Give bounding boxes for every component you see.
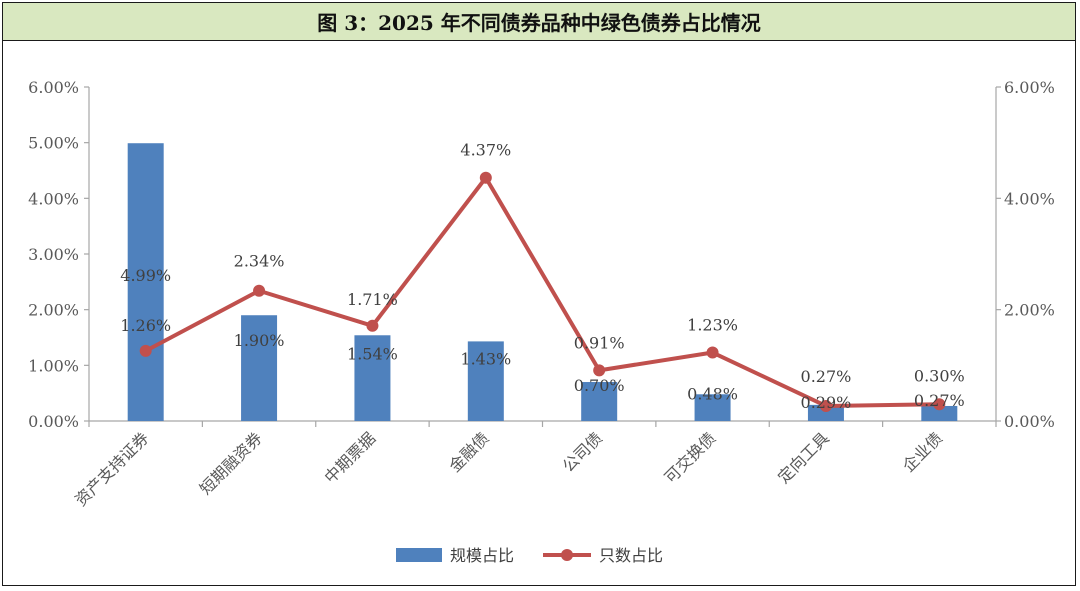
legend-bar-label: 规模占比 bbox=[450, 546, 514, 565]
legend-line-label: 只数占比 bbox=[599, 546, 663, 565]
line-data-label: 1.71% bbox=[347, 290, 398, 309]
x-axis-category-label: 可交换债 bbox=[661, 428, 720, 487]
right-axis-tick-label: 0.00% bbox=[1004, 412, 1055, 431]
x-axis-category-label: 中期票据 bbox=[321, 428, 380, 487]
bar-data-label: 0.70% bbox=[574, 376, 625, 395]
right-axis-tick-label: 2.00% bbox=[1004, 301, 1055, 320]
line-data-label: 1.26% bbox=[120, 316, 171, 335]
bar bbox=[467, 341, 504, 421]
line-data-label: 4.37% bbox=[460, 141, 511, 160]
left-axis-tick-label: 1.00% bbox=[28, 356, 79, 375]
title-bar: 图 3：2025 年不同债券品种中绿色债券占比情况 bbox=[3, 3, 1075, 41]
bar bbox=[807, 404, 844, 421]
bar bbox=[241, 315, 278, 421]
line-point bbox=[479, 171, 492, 184]
left-axis-tick-label: 5.00% bbox=[28, 134, 79, 153]
x-axis-category-label: 资产支持证券 bbox=[71, 428, 152, 509]
chart-title: 图 3：2025 年不同债券品种中绿色债券占比情况 bbox=[317, 11, 761, 35]
right-axis-tick-label: 4.00% bbox=[1004, 189, 1055, 208]
bar-data-label: 0.29% bbox=[801, 393, 852, 412]
line-data-label: 0.30% bbox=[914, 366, 965, 385]
left-axis-tick-label: 4.00% bbox=[28, 189, 79, 208]
line-data-label: 0.27% bbox=[801, 367, 852, 386]
left-axis-tick-label: 2.00% bbox=[28, 301, 79, 320]
line-point bbox=[819, 399, 832, 412]
line-point bbox=[366, 319, 379, 332]
line-point bbox=[933, 398, 946, 411]
line-data-label: 1.23% bbox=[687, 316, 738, 335]
legend-bar-swatch bbox=[396, 548, 442, 562]
line-data-label: 2.34% bbox=[234, 252, 285, 271]
line-point bbox=[706, 346, 719, 359]
bar-data-label: 1.43% bbox=[460, 349, 511, 368]
bar bbox=[127, 143, 164, 421]
bar-data-label: 0.48% bbox=[687, 384, 738, 403]
bar bbox=[581, 382, 618, 421]
x-axis-category-label: 公司债 bbox=[559, 428, 606, 475]
bar-data-label: 1.90% bbox=[234, 331, 285, 350]
series-line bbox=[143, 175, 942, 408]
line-point bbox=[593, 364, 606, 377]
left-axis-tick-label: 3.00% bbox=[28, 245, 79, 264]
bar bbox=[354, 335, 391, 421]
x-axis-category-label: 定向工具 bbox=[774, 428, 833, 487]
line-point bbox=[253, 284, 266, 297]
bar-data-label: 0.27% bbox=[914, 391, 965, 410]
x-axis-category-label: 金融债 bbox=[445, 428, 492, 475]
left-axis-tick-label: 6.00% bbox=[28, 78, 79, 97]
bar-data-label: 1.54% bbox=[347, 344, 398, 363]
x-axis-category-label: 短期融资券 bbox=[196, 428, 266, 498]
bar bbox=[921, 405, 958, 421]
right-axis-tick-label: 6.00% bbox=[1004, 78, 1055, 97]
line-point bbox=[139, 344, 152, 357]
line-data-label: 0.91% bbox=[574, 333, 625, 352]
x-axis-category-label: 企业债 bbox=[899, 428, 946, 475]
legend-line-marker bbox=[561, 549, 573, 561]
bar-data-label: 4.99% bbox=[120, 266, 171, 285]
chart-svg: 0.00% 1.00% 2.00% 3.00% 4.00% 5.00% 6.00% 0.00%… bbox=[28, 78, 1055, 565]
left-axis-tick-label: 0.00% bbox=[28, 412, 79, 431]
bar bbox=[694, 394, 731, 421]
